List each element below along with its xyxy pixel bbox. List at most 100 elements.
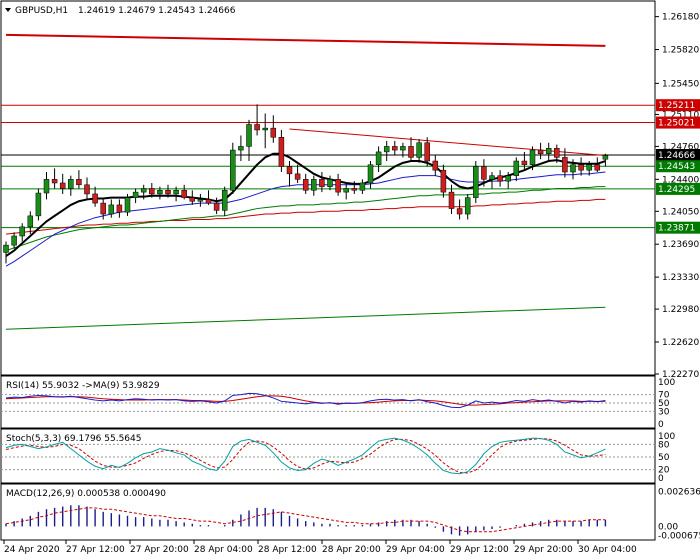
macd-tick-label: -0.000675 — [658, 531, 700, 541]
candle-body — [359, 182, 366, 191]
candle-body — [513, 160, 520, 176]
time-tick-label: 29 Apr 12:00 — [450, 545, 509, 555]
price-tick-label: 1.25110 — [662, 110, 699, 120]
rsi-tick-label: 50 — [658, 399, 670, 409]
ma-red-line — [5, 198, 606, 235]
candle-body — [165, 190, 171, 195]
time-tick-label: 28 Apr 12:00 — [258, 545, 317, 555]
rsi-tick-label: 100 — [658, 378, 675, 388]
candle-body — [505, 175, 511, 182]
candle-body — [489, 175, 495, 180]
candle-body — [59, 182, 66, 189]
candle-body — [181, 190, 187, 198]
candle-body — [35, 192, 42, 217]
time-tick-label: 30 Apr 04:00 — [578, 545, 637, 555]
price-tick-label: 1.22980 — [662, 305, 699, 315]
candle-body — [132, 191, 139, 198]
macd-tick-label: 0.00 — [658, 522, 678, 532]
stoch-tick-label: 20 — [658, 466, 670, 476]
rsi-panel-frame — [0, 375, 656, 429]
candle-body — [221, 190, 228, 211]
price-level-label: 1.25211 — [658, 101, 695, 111]
candle-body — [335, 179, 341, 193]
trendline — [289, 128, 606, 157]
price-level-badge — [656, 182, 700, 195]
stoch-tick-label: 80 — [658, 440, 670, 450]
price-level-badge — [656, 116, 700, 129]
candle-body — [529, 149, 536, 165]
price-level-label: 1.25021 — [658, 119, 695, 129]
candle-body — [343, 188, 349, 193]
candle-body — [375, 151, 382, 165]
macd-title: MACD(12,26,9) 0.000538 0.000490 — [6, 489, 166, 499]
candle-body — [140, 188, 147, 193]
candle-body — [157, 190, 163, 195]
stoch-tick-label: 0 — [658, 474, 664, 484]
chart-symbol: GBPUSD,H1 — [15, 6, 68, 16]
candle-body — [570, 164, 576, 173]
candle-body — [27, 215, 34, 228]
candle-body — [440, 169, 447, 193]
price-tick-label: 1.22620 — [662, 338, 699, 348]
candle-body — [602, 155, 609, 160]
trendline — [5, 306, 606, 330]
time-axis: 24 Apr 2020 27 Apr 12:00 27 Apr 20:00 28 Ap… — [3, 540, 637, 555]
candle-body — [424, 142, 430, 162]
candle-body — [173, 190, 179, 195]
candle-body — [497, 175, 503, 182]
price-level-label: 1.23871 — [658, 224, 695, 234]
candle-body — [3, 244, 9, 253]
price-tick-label: 1.22270 — [662, 370, 699, 380]
candle-body — [594, 164, 601, 171]
candle-body — [400, 146, 406, 151]
price-level-badge — [656, 160, 700, 173]
candle-body — [246, 124, 252, 147]
candle-body — [464, 197, 471, 215]
candle-body — [392, 146, 398, 151]
rsi-tick-label: 30 — [658, 407, 670, 417]
macd-panel: 0.002636 0.00-0.000675 — [5, 487, 700, 541]
dropdown-triangle-icon[interactable] — [5, 8, 11, 12]
candle-body — [124, 197, 131, 213]
candle-body — [294, 173, 301, 180]
price-tick-label: 1.26180 — [662, 13, 699, 23]
macd-panel-frame — [0, 483, 656, 541]
price-level-badge — [656, 99, 700, 112]
time-tick-label: 29 Apr 20:00 — [514, 545, 573, 555]
rsi-tick-label: 70 — [658, 391, 670, 401]
candle-body — [149, 188, 155, 195]
stoch-tick-label: 50 — [658, 453, 670, 463]
candle-body — [521, 160, 528, 165]
stoch-k-line — [5, 437, 606, 475]
price-panel-frame — [0, 0, 656, 376]
rsi-title: RSI(14) 55.9032 ->MA(9) 53.9829 — [6, 381, 160, 391]
price-level-badge — [656, 149, 700, 162]
ma-green-line — [5, 186, 606, 252]
rsi-ma-line — [5, 395, 606, 406]
stoch-panel-frame — [0, 428, 656, 484]
price-tick-label: 1.24050 — [662, 207, 699, 217]
price-tick-label: 1.23330 — [662, 273, 699, 283]
candle-body — [448, 191, 455, 209]
candle-body — [116, 204, 123, 213]
rsi-tick-label: 0 — [658, 420, 664, 430]
candle-body — [537, 149, 544, 154]
candle-body — [473, 166, 479, 198]
candle-body — [416, 142, 422, 158]
candle-body — [262, 127, 268, 131]
candle-body — [311, 179, 317, 191]
candle-body — [351, 188, 358, 191]
candle-body — [270, 127, 277, 138]
candle-body — [554, 147, 560, 158]
candle-body — [302, 179, 309, 191]
time-tick-label: 27 Apr 12:00 — [66, 545, 125, 555]
price-tick-label: 1.25820 — [662, 46, 699, 56]
price-panel: 1.26180 1.25820 1.25450 1.25110 1.24760 1.244… — [1, 13, 700, 380]
candle-body — [68, 179, 74, 189]
candle-body — [189, 197, 196, 202]
price-level-badge — [656, 221, 700, 234]
chart-ohlc: 1.24619 1.24679 1.24543 1.24666 — [78, 6, 236, 16]
